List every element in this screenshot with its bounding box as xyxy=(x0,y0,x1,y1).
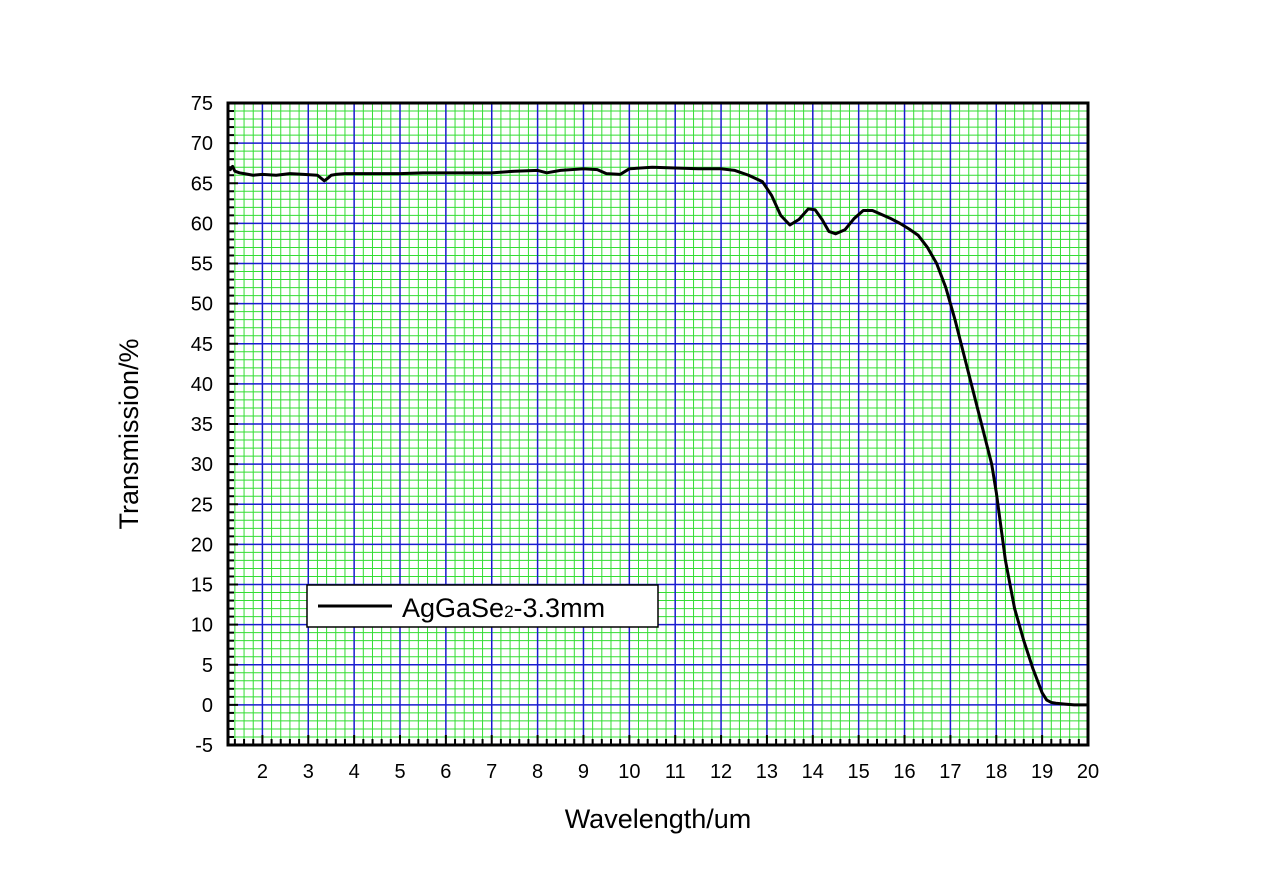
y-tick-label: 70 xyxy=(191,133,213,155)
y-tick-label: -5 xyxy=(195,735,213,757)
y-tick-label: 5 xyxy=(202,655,213,677)
legend-label: AgGaSe2-3.3mm xyxy=(402,593,605,623)
y-tick-label: 40 xyxy=(191,374,213,396)
x-tick-label: 12 xyxy=(710,761,732,783)
x-tick-label: 6 xyxy=(440,761,451,783)
y-tick-label: 45 xyxy=(191,334,213,356)
y-tick-label: 0 xyxy=(202,695,213,717)
y-tick-label: 15 xyxy=(191,575,213,597)
legend-label-rest: -3.3mm xyxy=(514,593,606,623)
x-tick-label: 13 xyxy=(756,761,778,783)
x-tick-label: 19 xyxy=(1031,761,1053,783)
y-tick-label: 55 xyxy=(191,254,213,276)
y-tick-label: 75 xyxy=(191,93,213,115)
x-tick-label: 14 xyxy=(802,761,824,783)
legend: AgGaSe2-3.3mm xyxy=(306,584,659,628)
x-tick-label: 10 xyxy=(618,761,640,783)
y-tick-label: 50 xyxy=(191,294,213,316)
y-tick-label: 30 xyxy=(191,454,213,476)
axis-ticks xyxy=(228,102,1089,746)
x-tick-label: 16 xyxy=(893,761,915,783)
x-tick-label: 3 xyxy=(303,761,314,783)
x-tick-label: 17 xyxy=(939,761,961,783)
x-axis-title: Wavelength/um xyxy=(565,804,752,834)
legend-label-subscript: 2 xyxy=(504,602,513,621)
x-tick-label: 18 xyxy=(985,761,1007,783)
y-tick-label: 65 xyxy=(191,173,213,195)
series-layer xyxy=(226,164,1088,707)
y-tick-label: 10 xyxy=(191,615,213,637)
x-tick-label: 7 xyxy=(486,761,497,783)
x-tick-label: 4 xyxy=(349,761,360,783)
x-tick-label: 5 xyxy=(394,761,405,783)
x-tick-label: 8 xyxy=(532,761,543,783)
x-tick-label: 2 xyxy=(257,761,268,783)
y-tick-label: 35 xyxy=(191,414,213,436)
x-tick-label: 20 xyxy=(1077,761,1099,783)
series-line-0 xyxy=(226,164,1088,707)
y-tick-label: 60 xyxy=(191,213,213,235)
x-tick-label: 15 xyxy=(848,761,870,783)
y-tick-label: 25 xyxy=(191,494,213,516)
x-tick-label: 11 xyxy=(665,761,686,783)
y-axis-title: Transmission/% xyxy=(114,338,144,529)
x-tick-label: 9 xyxy=(578,761,589,783)
y-tick-label: 20 xyxy=(191,534,213,556)
axis-tick-labels: 2 3 4 5 6 7 8 9 10 11 12 13 14 15 16 17 18 19 20-505101520… xyxy=(191,93,1099,783)
legend-label-main: AgGaSe xyxy=(402,593,504,623)
